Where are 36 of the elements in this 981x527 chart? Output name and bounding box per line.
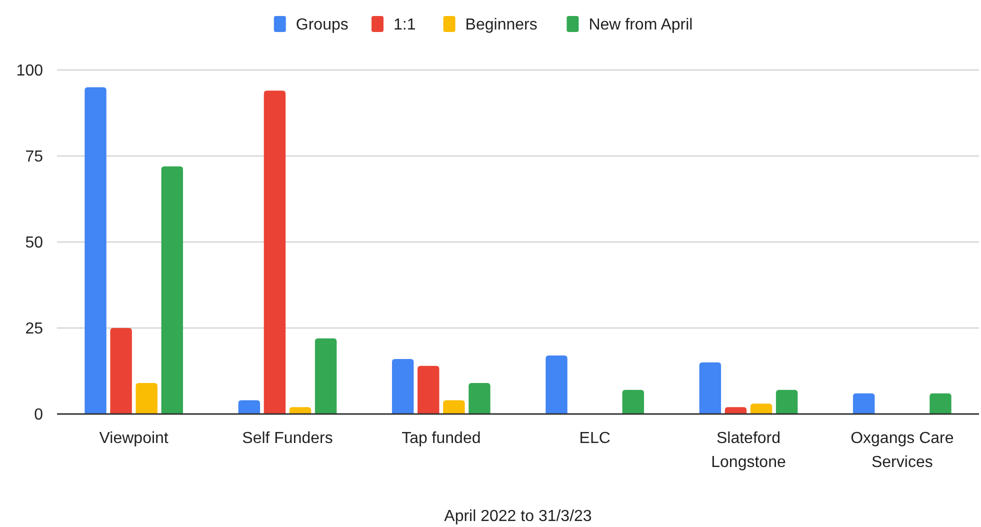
y-tick-label: 50	[25, 234, 44, 252]
bar	[314, 338, 337, 414]
bar	[392, 358, 414, 414]
legend-label: Groups	[296, 16, 348, 34]
bar	[136, 383, 158, 414]
bar	[750, 404, 772, 414]
bar	[776, 390, 798, 414]
bar	[161, 166, 184, 414]
bar	[930, 393, 952, 414]
x-axis-title: April 2022 to 31/3/23	[444, 508, 592, 525]
bar	[546, 356, 568, 414]
x-tick-label: Slateford Longstone	[711, 430, 786, 471]
x-tick-label: ELC	[579, 430, 610, 447]
y-tick-label: 75	[25, 148, 44, 166]
y-tick-label: 100	[16, 62, 44, 80]
bar	[84, 87, 106, 414]
x-tick-label: Oxgangs Care Services	[850, 430, 954, 471]
legend-label: Beginners	[465, 16, 538, 34]
bar	[238, 400, 260, 414]
bar	[724, 407, 747, 414]
bar	[699, 362, 722, 414]
x-tick-label: Tap funded	[402, 430, 481, 447]
x-tick-label: Viewpoint	[99, 430, 169, 447]
bar	[110, 328, 132, 414]
bar	[852, 393, 875, 414]
legend-label: New from April	[588, 16, 693, 34]
x-tick-label: Self Funders	[242, 430, 333, 447]
legend-label: 1:1	[394, 16, 416, 34]
bar	[468, 383, 490, 414]
y-tick-label: 25	[25, 320, 44, 338]
bar	[289, 407, 312, 414]
bar	[264, 90, 286, 414]
y-tick-label: 0	[34, 406, 44, 424]
bar	[418, 366, 440, 414]
bar	[443, 400, 465, 414]
bar	[622, 390, 644, 414]
